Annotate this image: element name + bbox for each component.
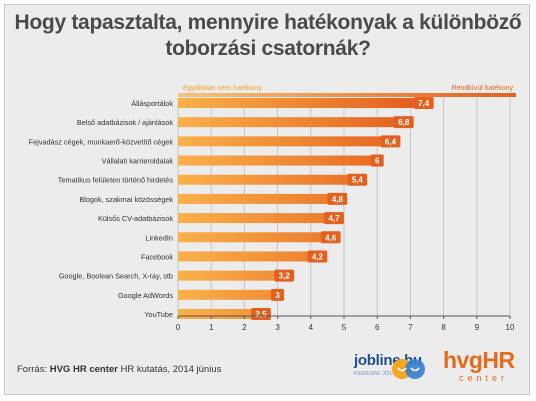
category-label: Google AdWords	[118, 291, 173, 300]
value-label: 2,5	[255, 310, 267, 319]
hvg-hr-word: hvgHR	[443, 347, 515, 373]
bar-2	[178, 117, 404, 128]
bar-3	[178, 136, 391, 147]
value-label-box	[380, 135, 401, 148]
source-rest: HR kutatás, 2014 június	[117, 364, 222, 375]
value-label: 4,2	[312, 252, 324, 261]
value-label-box	[320, 231, 341, 244]
x-tick-label: 7	[408, 323, 413, 332]
value-label-box	[307, 250, 328, 263]
hvg-hr-center-logo: hvgHR center	[443, 347, 523, 391]
value-label-box	[271, 288, 285, 301]
value-label: 4,8	[332, 195, 344, 204]
value-label: 7,4	[418, 99, 430, 108]
source-note: Forrás: HVG HR center HR kutatás, 2014 j…	[17, 364, 221, 375]
x-tick-label: 10	[506, 323, 515, 332]
category-label: Blogok, szakmai közösségek	[79, 195, 173, 204]
source-bold: HVG HR center	[49, 364, 118, 375]
bar-5	[178, 174, 358, 185]
value-label: 4,7	[328, 214, 340, 223]
value-label: 5,4	[352, 176, 364, 185]
bar-1	[178, 98, 424, 108]
x-tick-label: 3	[275, 323, 280, 332]
x-tick-label: 8	[441, 323, 446, 332]
value-label-box	[393, 116, 414, 129]
x-tick-label: 2	[242, 323, 247, 332]
bar-9	[178, 251, 318, 262]
value-label-box	[274, 269, 295, 282]
scale-gradient-bar	[178, 93, 516, 97]
x-tick-label: 9	[475, 323, 480, 332]
category-label: Google, Boolean Search, X-ray, stb	[59, 272, 173, 281]
value-label: 6	[375, 157, 380, 166]
value-label-box	[324, 212, 344, 225]
bar-12	[178, 309, 261, 319]
x-tick-label: 5	[342, 323, 347, 332]
category-label: LinkedIn	[145, 233, 173, 242]
category-label: Külsős CV-adatbázisok	[98, 214, 173, 223]
x-tick-label: 4	[309, 323, 314, 332]
bar-10	[178, 270, 285, 281]
jobline-badge-icon	[392, 359, 425, 379]
value-label: 6,4	[385, 137, 397, 146]
x-tick-label: 1	[209, 323, 214, 332]
category-label: YouTube	[144, 310, 173, 319]
category-label: Belső adatbázisok / ajánlások	[77, 118, 173, 127]
x-tick-label: 0	[176, 323, 181, 332]
hvg-center-word: center	[459, 373, 509, 383]
category-label: Tematikus felületen történő hirdetés	[58, 176, 174, 185]
x-tick-label: 6	[375, 323, 380, 332]
bar-8	[178, 232, 331, 243]
bar-11	[178, 289, 278, 300]
scale-left-label: Egyáltalán nem hatékony	[183, 85, 262, 92]
bar-6	[178, 193, 338, 204]
value-label: 3,2	[279, 272, 291, 281]
category-label: Facebook	[141, 252, 173, 261]
bar-4	[178, 155, 378, 166]
chart-title: Hogy tapasztalta, mennyire hatékonyak a …	[14, 11, 522, 60]
source-prefix: Forrás:	[17, 364, 50, 375]
category-label: Vállalati karrieroldalak	[102, 157, 174, 166]
value-label: 3	[275, 291, 280, 300]
category-label: Állásportálok	[131, 99, 173, 108]
value-label-box	[251, 308, 271, 320]
value-label-box	[370, 154, 384, 167]
scale-right-label: Rendkívül hatékony	[452, 85, 514, 92]
jobline-tagline: KERESNI JÓL IS LEHET	[354, 371, 422, 377]
bar-7	[178, 213, 335, 224]
value-label-box	[327, 192, 348, 205]
category-label: Fejvadász cégek, munkaerő-közvetítő cége…	[29, 137, 174, 146]
value-label-box	[347, 173, 368, 186]
value-label-box	[413, 97, 434, 109]
value-label: 4,6	[325, 233, 337, 242]
value-label: 6,8	[398, 118, 410, 127]
